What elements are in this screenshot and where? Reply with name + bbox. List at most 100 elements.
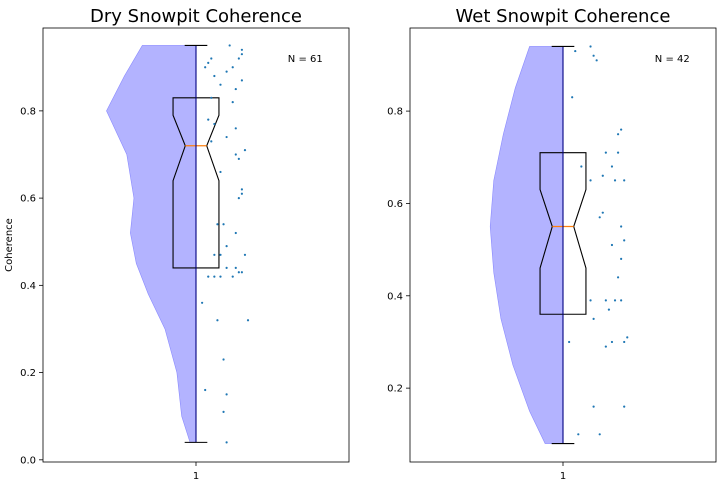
- data-point: [207, 61, 210, 64]
- data-point: [613, 179, 617, 182]
- data-point: [623, 405, 626, 408]
- violin-half: [489, 46, 564, 444]
- data-point: [237, 271, 240, 274]
- violin-half: [106, 45, 197, 443]
- data-point: [592, 54, 595, 57]
- y-tick-label: 0.4: [387, 291, 403, 302]
- data-point: [589, 45, 592, 48]
- data-point: [216, 319, 219, 322]
- chart-title: Wet Snowpit Coherence: [456, 6, 671, 27]
- y-tick-label: 0.6: [387, 199, 403, 210]
- data-point: [222, 358, 225, 361]
- data-point: [604, 299, 607, 302]
- data-point: [620, 128, 623, 131]
- data-point: [240, 188, 243, 191]
- data-point: [595, 59, 598, 62]
- data-point: [568, 340, 571, 344]
- y-tick-label: 0.2: [20, 368, 36, 379]
- data-point: [604, 345, 607, 348]
- data-point: [234, 153, 237, 156]
- data-point: [607, 308, 611, 311]
- y-tick-label: 0.4: [20, 281, 36, 292]
- data-point: [616, 133, 620, 136]
- y-tick-label: 0.2: [387, 384, 403, 395]
- data-point: [207, 275, 210, 278]
- data-point: [225, 135, 228, 139]
- data-point: [216, 223, 219, 226]
- y-tick-label: 0.8: [387, 107, 403, 118]
- data-point: [213, 253, 216, 256]
- data-point: [204, 66, 207, 69]
- data-point: [580, 165, 583, 168]
- data-point: [225, 393, 228, 396]
- data-point: [225, 244, 228, 248]
- sample-count-label: N = 61: [288, 54, 323, 65]
- data-point: [592, 405, 595, 408]
- data-point: [571, 96, 574, 99]
- data-point: [626, 336, 629, 339]
- sample-count-label: N = 42: [655, 54, 690, 65]
- data-point: [610, 165, 614, 168]
- data-point: [234, 231, 237, 235]
- data-point: [620, 225, 623, 228]
- x-tick-label: 1: [193, 471, 199, 482]
- data-point: [616, 151, 620, 154]
- data-point: [620, 257, 623, 260]
- y-tick-label: 0.6: [20, 194, 36, 205]
- subplot-dry: Dry Snowpit Coherence Coherence N = 61 1…: [4, 6, 350, 482]
- box: [539, 152, 587, 315]
- subplot-wet: Wet Snowpit Coherence N = 42 1 0.2 0.4 0.6…: [387, 6, 717, 482]
- data-point: [225, 441, 228, 444]
- y-tick-label: 0.0: [20, 455, 36, 466]
- data-point: [210, 96, 213, 99]
- data-point: [219, 253, 222, 256]
- data-point: [240, 53, 243, 56]
- data-point: [228, 44, 231, 47]
- data-point: [598, 216, 601, 219]
- data-point: [219, 275, 222, 278]
- data-point: [237, 157, 240, 160]
- data-point: [589, 299, 592, 302]
- data-point: [598, 433, 601, 436]
- data-point: [234, 87, 237, 91]
- data-point: [589, 179, 592, 182]
- data-point: [610, 340, 614, 344]
- data-point: [240, 79, 243, 82]
- data-point: [246, 319, 250, 322]
- data-point: [234, 127, 237, 130]
- data-point: [613, 299, 617, 302]
- data-point: [222, 223, 225, 226]
- data-point: [574, 49, 577, 53]
- data-point: [201, 301, 204, 304]
- data-point: [234, 266, 237, 269]
- data-point: [610, 243, 614, 247]
- data-point: [601, 174, 604, 177]
- data-point: [592, 317, 595, 320]
- data-point: [240, 48, 243, 51]
- data-point: [213, 122, 216, 126]
- data-point: [604, 151, 607, 154]
- x-tick-label: 1: [560, 471, 566, 482]
- data-point: [620, 299, 623, 302]
- data-point: [210, 57, 213, 60]
- chart-title: Dry Snowpit Coherence: [90, 6, 302, 27]
- data-point: [623, 239, 626, 242]
- data-point: [237, 57, 240, 60]
- data-point: [240, 271, 243, 274]
- data-point: [219, 83, 222, 86]
- data-point: [231, 275, 234, 278]
- data-point: [210, 140, 213, 143]
- data-point: [243, 253, 247, 256]
- data-point: [225, 266, 228, 269]
- data-point: [243, 149, 247, 152]
- data-point: [623, 179, 626, 182]
- y-tick-label: 0.8: [20, 106, 36, 117]
- data-point: [601, 211, 604, 214]
- data-point: [237, 197, 240, 200]
- data-point: [231, 66, 234, 69]
- data-point: [623, 340, 626, 344]
- data-point: [231, 101, 234, 104]
- box: [172, 97, 220, 269]
- data-point: [616, 276, 620, 279]
